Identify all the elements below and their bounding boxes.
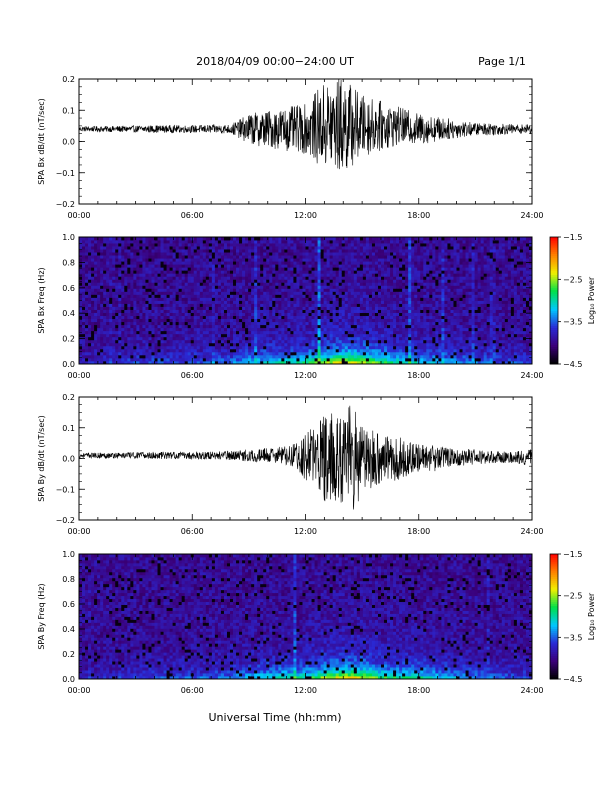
- y-axis-label: SPA Bx dB/dt (nT/sec): [37, 98, 46, 185]
- x-tick-label: 06:00: [181, 686, 204, 695]
- x-tick-label: 00:00: [67, 527, 90, 536]
- colorbar-tick-label: −2.5: [563, 275, 582, 284]
- y-tick-label: −0.1: [56, 485, 75, 494]
- y-tick-label: 0.0: [62, 675, 75, 684]
- x-tick-label: 00:00: [67, 686, 90, 695]
- by-dbdt-panel: 00:00 06:00 12:00 18:00 24:00 0.2 0.1 0.0 −0.1 −0…: [37, 393, 544, 536]
- y-tick-label: 0.1: [62, 424, 75, 433]
- y-axis-label: SPA Bx Freq (Hz): [37, 267, 46, 333]
- colorbar-label: Log₁₀ Power: [587, 276, 596, 324]
- colorbar-tick-label: −1.5: [563, 550, 582, 559]
- colorbar: −1.5 −2.5 −3.5 −4.5 Log₁₀ Power: [549, 550, 596, 684]
- y-tick-label: 0.2: [62, 75, 75, 84]
- colorbar-tick-label: −4.5: [563, 675, 582, 684]
- y-tick-label: 0.8: [62, 258, 75, 267]
- by-spectrogram-panel: −1.5 −2.5 −3.5 −4.5 Log₁₀ Power 00:00 06:00 12:…: [37, 550, 596, 695]
- colorbar-tick-label: −4.5: [563, 360, 582, 369]
- x-tick-label: 18:00: [407, 686, 430, 695]
- x-tick-label: 24:00: [520, 527, 543, 536]
- dbdt-trace: [78, 79, 533, 170]
- colorbar-tick-label: −2.5: [563, 592, 582, 601]
- dbdt-trace: [78, 405, 533, 510]
- x-tick-label: 00:00: [67, 211, 90, 220]
- x-tick-label: 18:00: [407, 211, 430, 220]
- x-tick-label: 12:00: [294, 686, 317, 695]
- y-tick-label: 0.2: [62, 335, 75, 344]
- x-tick-label: 24:00: [520, 371, 543, 380]
- x-tick-label: 18:00: [407, 527, 430, 536]
- x-tick-label: 12:00: [294, 527, 317, 536]
- y-tick-label: 0.4: [62, 625, 75, 634]
- y-tick-label: 0.4: [62, 309, 75, 318]
- x-tick-label: 00:00: [67, 371, 90, 380]
- x-tick-label: 12:00: [294, 211, 317, 220]
- x-tick-label: 06:00: [181, 371, 204, 380]
- spectrogram-cells: [79, 237, 533, 365]
- colorbar-tick-label: −3.5: [563, 633, 582, 642]
- y-tick-label: −0.2: [56, 200, 75, 209]
- y-tick-label: 0.0: [62, 138, 75, 147]
- page-indicator: Page 1/1: [478, 55, 526, 68]
- y-tick-label: −0.1: [56, 169, 75, 178]
- x-tick-label: 24:00: [520, 211, 543, 220]
- bx-spectrogram-panel: −1.5 −2.5 −3.5 −4.5 Log₁₀ Power 00:00 06:00 12:…: [37, 233, 596, 380]
- x-tick-label: 06:00: [181, 211, 204, 220]
- x-tick-label: 12:00: [294, 371, 317, 380]
- y-tick-label: 0.2: [62, 650, 75, 659]
- x-tick-label: 06:00: [181, 527, 204, 536]
- y-tick-label: 1.0: [62, 550, 75, 559]
- colorbar: −1.5 −2.5 −3.5 −4.5 Log₁₀ Power: [549, 233, 596, 369]
- x-tick-label: 18:00: [407, 371, 430, 380]
- bx-dbdt-panel: 00:00 06:00 12:00 18:00 24:00 0.2 0.1 0.0 −0.1 −0…: [37, 75, 544, 220]
- y-axis-label: SPA By dB/dt (nT/sec): [37, 415, 46, 502]
- colorbar-tick-label: −3.5: [563, 318, 582, 327]
- y-tick-label: 0.6: [62, 284, 75, 293]
- y-tick-label: 1.0: [62, 233, 75, 242]
- figure-title: 2018/04/09 00:00−24:00 UT: [196, 55, 354, 68]
- y-tick-label: 0.0: [62, 360, 75, 369]
- x-axis-label: Universal Time (hh:mm): [209, 711, 342, 724]
- y-tick-label: 0.8: [62, 575, 75, 584]
- y-axis-label: SPA By Freq (Hz): [37, 583, 46, 649]
- y-tick-label: 0.6: [62, 600, 75, 609]
- colorbar-tick-label: −1.5: [563, 233, 582, 242]
- spectrogram-cells: [79, 554, 533, 680]
- y-tick-label: −0.2: [56, 516, 75, 525]
- y-tick-label: 0.1: [62, 106, 75, 115]
- y-tick-label: 0.2: [62, 393, 75, 402]
- colorbar-label: Log₁₀ Power: [587, 592, 596, 640]
- x-tick-label: 24:00: [520, 686, 543, 695]
- y-tick-label: 0.0: [62, 455, 75, 464]
